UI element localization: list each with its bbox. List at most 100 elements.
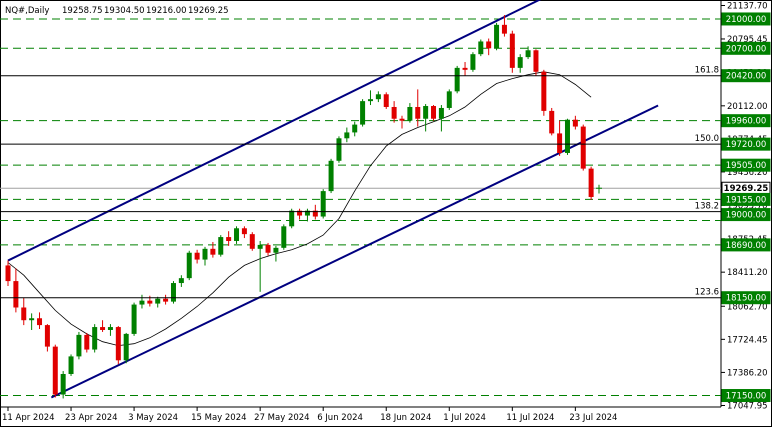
- candle-body: [391, 106, 397, 119]
- candle-body: [438, 107, 444, 119]
- candle-body: [375, 94, 381, 100]
- price-level-badge: [721, 12, 771, 26]
- candle-body: [115, 327, 121, 361]
- candle-body: [415, 106, 421, 119]
- time-tick-label: 6 Jun 2024: [317, 413, 363, 423]
- chart-header-symbol: NQ#,Daily: [5, 6, 49, 16]
- price-tick-label: 19093.70: [727, 201, 768, 211]
- candle-body: [68, 356, 74, 375]
- candle-body: [336, 138, 342, 161]
- time-tick-label: 3 May 2024: [128, 413, 178, 423]
- candle-body: [210, 248, 216, 255]
- price-level-label: 19000.00: [726, 211, 767, 221]
- price-level-badge: [721, 208, 771, 222]
- candle-body: [470, 54, 476, 70]
- fib-label: 150.0: [695, 134, 719, 144]
- chart-header-high: 19304.50: [104, 6, 145, 16]
- price-level-label: 19505.00: [726, 161, 767, 171]
- candle-body: [454, 67, 460, 92]
- candle-body: [163, 298, 169, 302]
- candle-body: [44, 325, 50, 347]
- candle-body: [60, 374, 66, 395]
- candle-body: [407, 106, 413, 121]
- price-tick-label: 20795.45: [727, 35, 768, 45]
- price-level-label: 17150.00: [726, 392, 767, 402]
- candle-body: [194, 252, 200, 260]
- candle-body: [549, 110, 555, 134]
- candle-body: [178, 278, 184, 284]
- candle-body: [304, 210, 310, 216]
- price-level-label: 19269.25: [724, 184, 769, 194]
- candle-body: [580, 126, 586, 169]
- candle-body: [257, 244, 263, 249]
- time-tick-label: 11 Apr 2024: [2, 413, 55, 423]
- price-level-label: 18690.00: [726, 241, 767, 251]
- candle-body: [297, 210, 303, 216]
- price-tick-label: 21137.70: [727, 2, 768, 12]
- price-level-badge: [721, 192, 771, 206]
- time-tick-label: 11 Jul 2024: [506, 413, 554, 423]
- candle-body: [139, 300, 145, 305]
- price-level-badge: [721, 137, 771, 151]
- candle-body: [155, 298, 161, 304]
- price-tick-label: 19436.20: [727, 168, 768, 178]
- chart-header-open: 19258.75: [62, 6, 103, 16]
- candle-body: [344, 132, 350, 139]
- price-level-badge: [721, 291, 771, 305]
- channel-line: [7, 0, 542, 262]
- price-level-badge: [721, 158, 771, 172]
- candle-body: [52, 346, 58, 395]
- candle-body: [234, 228, 240, 241]
- candle-body: [525, 50, 531, 58]
- candle-body: [249, 234, 255, 249]
- candle-body: [226, 237, 232, 241]
- candle-body: [494, 24, 500, 49]
- time-tick-label: 1 Jul 2024: [443, 413, 486, 423]
- candle-body: [509, 33, 515, 68]
- price-tick-label: 17047.95: [727, 402, 768, 412]
- price-level-label: 18150.00: [726, 294, 767, 304]
- price-level-badge: [721, 41, 771, 55]
- price-level-badge: [721, 69, 771, 83]
- candle-body: [131, 304, 137, 334]
- fib-label: 138.2: [695, 202, 719, 212]
- candle-body: [320, 191, 326, 217]
- candle-body: [13, 281, 19, 308]
- price-tick-label: 17724.45: [727, 335, 768, 345]
- candle-body: [486, 41, 492, 49]
- candle-body: [572, 119, 578, 127]
- time-tick-label: 23 Jul 2024: [569, 413, 617, 423]
- candle-body: [533, 50, 539, 72]
- candle-body: [29, 318, 35, 321]
- price-level-badge: [721, 238, 771, 252]
- candle-body: [423, 106, 429, 119]
- candle-body: [273, 247, 279, 253]
- candle-body: [557, 133, 563, 153]
- candle-body: [76, 334, 82, 357]
- price-level-label: 20420.00: [726, 72, 767, 82]
- candle-body: [360, 101, 366, 125]
- price-tick-label: 20112.00: [727, 102, 768, 112]
- candle-body: [399, 118, 405, 121]
- candle-body: [564, 119, 570, 153]
- candle-body: [265, 244, 271, 253]
- chart-header-low: 19216.00: [146, 6, 187, 16]
- candle-body: [328, 160, 334, 192]
- price-level-label: 19960.00: [726, 117, 767, 127]
- candle-body: [202, 248, 208, 260]
- candle-body: [170, 283, 176, 302]
- candle-body: [147, 300, 153, 304]
- price-level-label: 19155.00: [726, 195, 767, 205]
- fib-label: 123.6: [695, 288, 719, 298]
- candle-body: [84, 334, 90, 350]
- price-tick-label: 18411.20: [727, 268, 768, 278]
- candle-body: [186, 252, 192, 279]
- candle-body: [352, 124, 358, 133]
- chart-header-close: 19269.25: [188, 6, 229, 16]
- candle-body: [37, 318, 43, 326]
- candle-body: [21, 307, 27, 321]
- candle-body: [5, 265, 11, 282]
- candle-body: [312, 210, 318, 217]
- candle-body: [431, 106, 437, 119]
